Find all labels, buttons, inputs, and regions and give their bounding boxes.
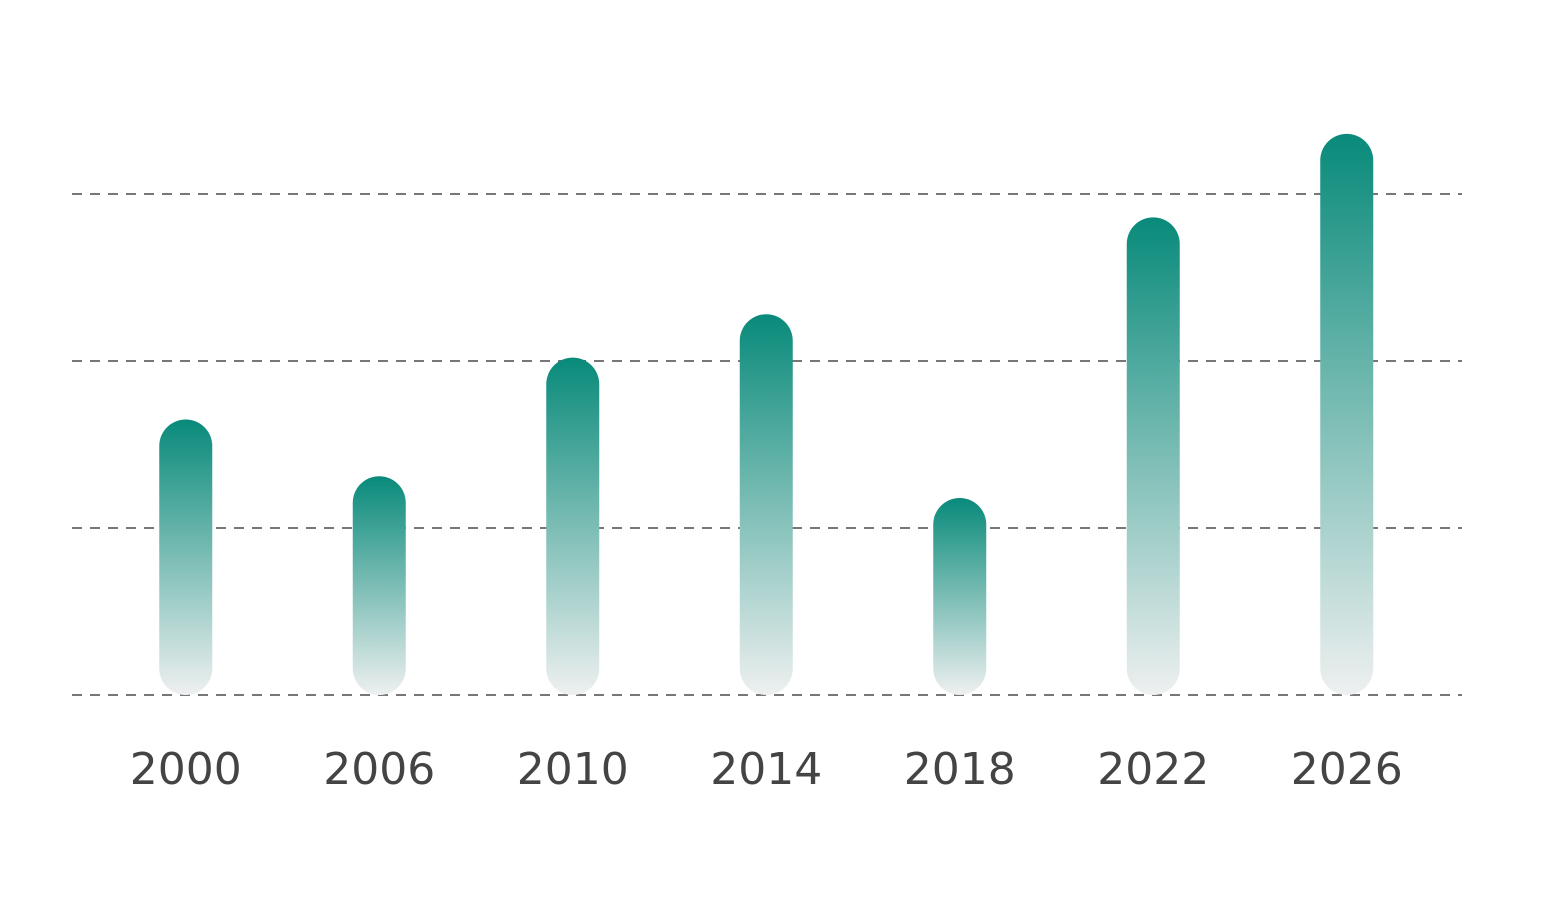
x-tick-label: 2010 xyxy=(517,744,629,795)
bar xyxy=(739,314,793,695)
x-tick-label: 2022 xyxy=(1097,744,1209,795)
bar xyxy=(546,357,600,695)
x-tick-label: 2026 xyxy=(1291,744,1403,795)
bar xyxy=(1320,133,1374,695)
bar xyxy=(1126,217,1180,695)
bar xyxy=(159,419,213,695)
x-tick-label: 2018 xyxy=(904,744,1016,795)
x-tick-label: 2000 xyxy=(130,744,242,795)
x-tick-label: 2006 xyxy=(323,744,435,795)
bar xyxy=(352,476,406,695)
x-tick-label: 2014 xyxy=(710,744,822,795)
bar xyxy=(933,497,987,695)
